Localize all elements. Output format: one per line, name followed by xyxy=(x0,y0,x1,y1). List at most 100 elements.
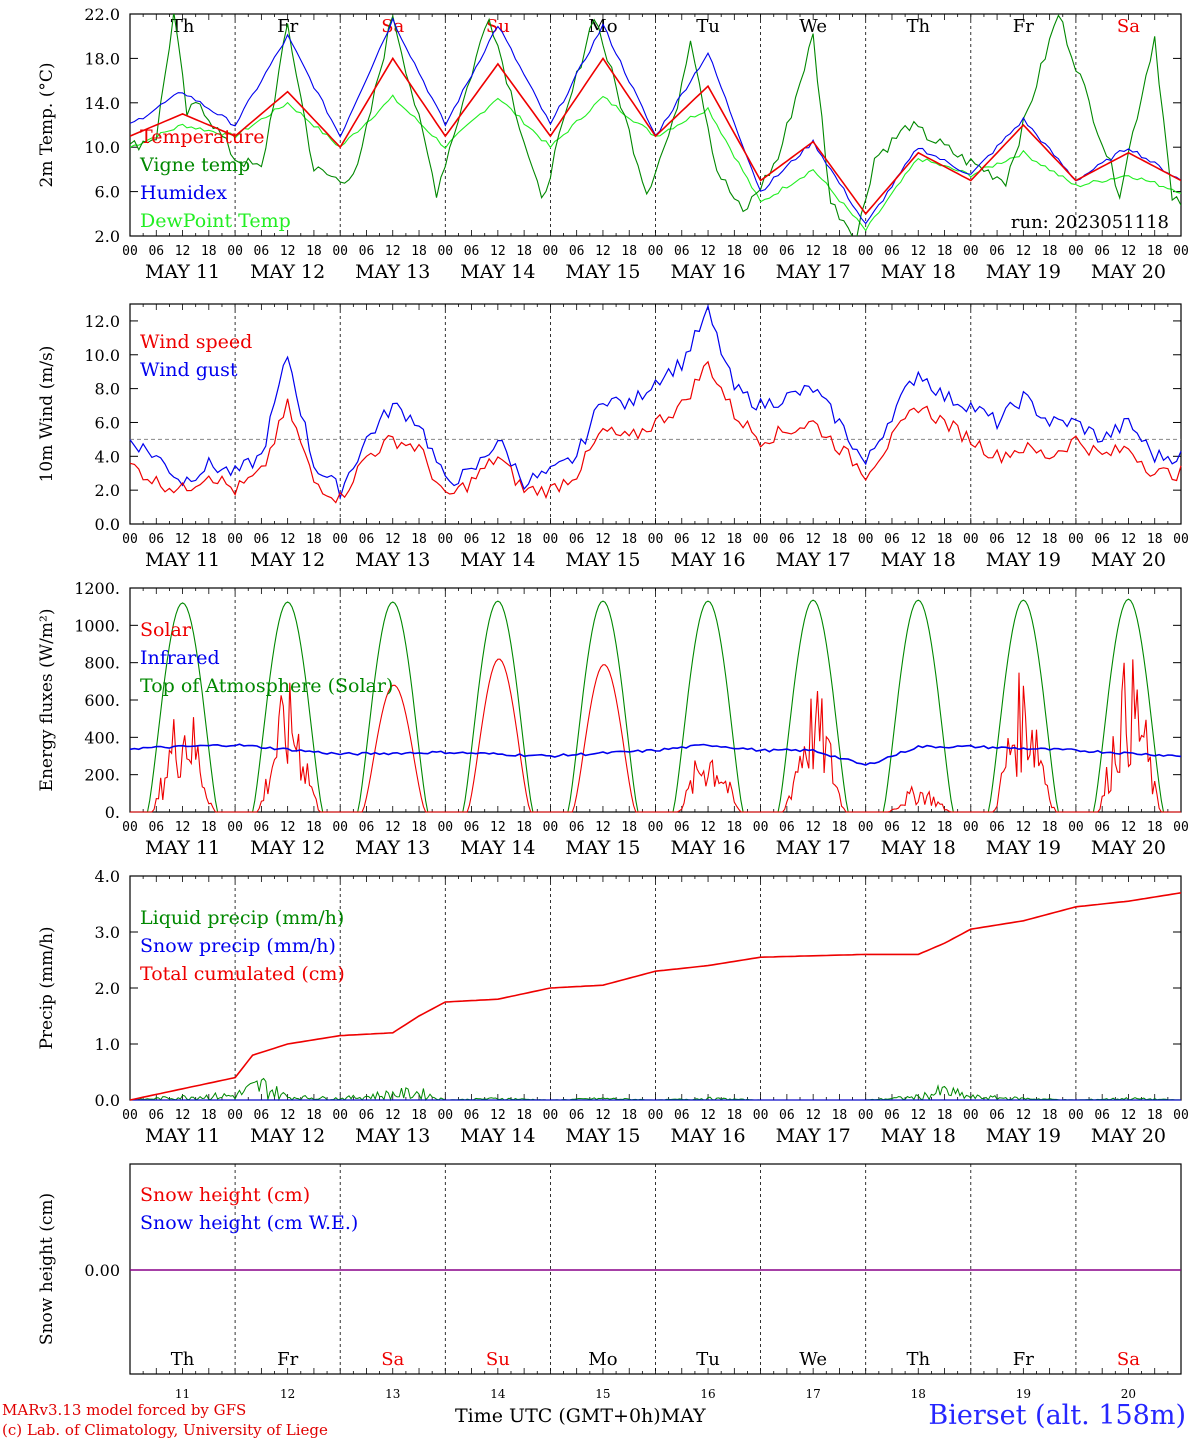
date-label: MAY 20 xyxy=(1091,837,1166,859)
hour-label: 18 xyxy=(516,1108,532,1123)
hour-label: 18 xyxy=(1147,820,1163,835)
legend-entry: Snow height (cm W.E.) xyxy=(140,1212,358,1234)
date-label: MAY 14 xyxy=(460,549,535,571)
hour-label: 00 xyxy=(858,1108,874,1123)
hour-label: 12 xyxy=(175,1108,191,1123)
hour-label: 06 xyxy=(359,820,375,835)
hour-label: 12 xyxy=(280,1108,296,1123)
hour-label: 12 xyxy=(910,820,926,835)
hour-label: 12 xyxy=(700,532,716,547)
legend-entry: Snow precip (mm/h) xyxy=(140,935,336,957)
legend-entry: Liquid precip (mm/h) xyxy=(140,907,344,929)
date-label: MAY 16 xyxy=(670,837,745,859)
hour-label: 06 xyxy=(779,820,795,835)
hour-label: 00 xyxy=(1068,532,1084,547)
hour-label: 06 xyxy=(359,1108,375,1123)
hour-label: 12 xyxy=(805,820,821,835)
hour-label: 06 xyxy=(359,244,375,259)
hour-label: 06 xyxy=(1094,820,1110,835)
date-label: MAY 18 xyxy=(881,549,956,571)
hour-label: 12 xyxy=(805,1108,821,1123)
hour-label: 06 xyxy=(779,532,795,547)
hour-label: 00 xyxy=(1068,1108,1084,1123)
hour-label: 00 xyxy=(437,532,453,547)
hour-label: 00 xyxy=(963,1108,979,1123)
hour-label: 00 xyxy=(1173,1108,1189,1123)
date-label: MAY 17 xyxy=(776,837,851,859)
date-label: MAY 11 xyxy=(145,1125,220,1147)
hour-label: 12 xyxy=(175,532,191,547)
hour-label: 06 xyxy=(884,1108,900,1123)
hour-label: 00 xyxy=(963,244,979,259)
series-line-infrared xyxy=(129,743,1182,766)
hour-label: 18 xyxy=(306,820,322,835)
date-label: MAY 12 xyxy=(250,549,325,571)
hour-label: 18 xyxy=(411,1108,427,1123)
weekday-label: Mo xyxy=(588,1349,617,1370)
date-label: MAY 13 xyxy=(355,549,430,571)
legend-entry: Infrared xyxy=(140,647,220,669)
date-label: MAY 12 xyxy=(250,261,325,283)
hour-label: 00 xyxy=(122,532,138,547)
hour-label: 18 xyxy=(726,1108,742,1123)
y-tick-label: 600. xyxy=(84,691,120,710)
weekday-label: Tu xyxy=(696,16,720,37)
hour-label: 06 xyxy=(884,244,900,259)
hour-label: 00 xyxy=(648,532,664,547)
y-axis-label: Precip (mm/h) xyxy=(37,926,57,1049)
credit-line: (c) Lab. of Climatology, University of L… xyxy=(2,1421,328,1439)
y-tick-label: 8.0 xyxy=(95,380,120,399)
hour-label: 12 xyxy=(700,1108,716,1123)
hour-label: 00 xyxy=(858,820,874,835)
hour-label: 18 xyxy=(621,532,637,547)
series-line-temperature xyxy=(130,56,1181,216)
weekday-label: We xyxy=(799,1349,827,1370)
hour-label: 00 xyxy=(648,1108,664,1123)
y-tick-label: 200. xyxy=(84,766,120,785)
hour-label: 12 xyxy=(1121,244,1137,259)
hour-label: 12 xyxy=(910,1108,926,1123)
hour-label: 18 xyxy=(726,532,742,547)
y-tick-label: 4.0 xyxy=(95,867,120,886)
series-line-solar xyxy=(130,658,1181,813)
y-tick-label: 1.0 xyxy=(95,1035,120,1054)
hour-label: 00 xyxy=(543,244,559,259)
hour-label: 12 xyxy=(595,532,611,547)
hour-label: 12 xyxy=(385,1108,401,1123)
hour-label: 18 xyxy=(1042,532,1058,547)
weekday-label: Sa xyxy=(1117,1349,1140,1370)
date-label: MAY 16 xyxy=(670,549,745,571)
date-label: MAY 20 xyxy=(1091,549,1166,571)
date-label: MAY 13 xyxy=(355,261,430,283)
date-label: MAY 20 xyxy=(1091,1125,1166,1147)
hour-label: 12 xyxy=(490,244,506,259)
y-tick-label: 22.0 xyxy=(84,5,120,24)
date-label: MAY 14 xyxy=(460,1125,535,1147)
hour-label: 06 xyxy=(464,820,480,835)
date-label: MAY 15 xyxy=(565,549,640,571)
date-label: MAY 17 xyxy=(776,549,851,571)
hour-label: 18 xyxy=(306,1108,322,1123)
hour-label: 00 xyxy=(122,1108,138,1123)
hour-label: 18 xyxy=(516,532,532,547)
hour-label: 18 xyxy=(1042,1108,1058,1123)
date-label: MAY 17 xyxy=(776,261,851,283)
model-line: MARv3.13 model forced by GFS xyxy=(2,1401,247,1419)
weekday-label: Sa xyxy=(381,16,404,37)
hour-label: 06 xyxy=(989,1108,1005,1123)
hour-label: 18 xyxy=(201,532,217,547)
hour-label: 12 xyxy=(805,532,821,547)
y-tick-label: 0. xyxy=(105,803,120,822)
date-label: MAY 14 xyxy=(460,837,535,859)
date-label: MAY 17 xyxy=(776,1125,851,1147)
day-number-label: 14 xyxy=(490,1387,506,1401)
weekday-label: Su xyxy=(486,1349,510,1370)
hour-label: 18 xyxy=(201,1108,217,1123)
y-tick-label: 4.0 xyxy=(95,447,120,466)
y-tick-label: 6.0 xyxy=(95,183,120,202)
hour-label: 00 xyxy=(227,1108,243,1123)
hour-label: 00 xyxy=(1068,244,1084,259)
hour-label: 06 xyxy=(989,244,1005,259)
day-number-label: 16 xyxy=(700,1387,715,1401)
hour-label: 18 xyxy=(937,244,953,259)
